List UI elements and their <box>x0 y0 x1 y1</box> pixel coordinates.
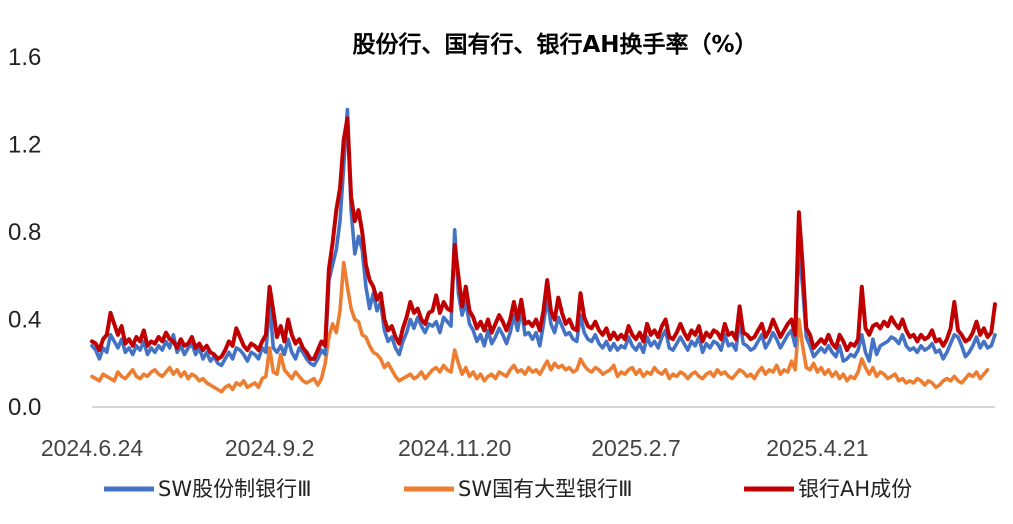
y-axis: 0.0 0.4 0.8 1.2 1.6 <box>8 44 41 421</box>
x-tick-label: 2025.2.7 <box>591 435 681 461</box>
series-line-bank-ah <box>90 116 997 361</box>
series-line-sw-state-owned-banks <box>90 260 990 394</box>
legend-label: SW国有大型银行Ⅲ <box>458 477 633 501</box>
x-tick-label: 2025.4.21 <box>766 435 868 461</box>
y-tick-label: 1.2 <box>8 132 41 159</box>
legend-label: SW股份制银行Ⅲ <box>158 477 312 501</box>
x-axis: 2024.6.24 2024.9.2 2024.11.20 2025.2.7 2025.… <box>41 406 995 461</box>
chart-title: 股份行、国有行、银行AH换手率（%） <box>352 31 757 58</box>
plot-area <box>90 107 997 394</box>
legend-label: 银行AH成份 <box>798 477 912 501</box>
y-tick-label: 0.0 <box>8 394 41 421</box>
x-tick-label: 2024.6.24 <box>41 435 144 461</box>
y-tick-label: 0.4 <box>8 307 41 334</box>
y-tick-label: 1.6 <box>8 44 41 71</box>
y-tick-label: 0.8 <box>8 219 41 246</box>
x-tick-label: 2024.11.20 <box>398 435 511 461</box>
legend: SW股份制银行Ⅲ SW国有大型银行Ⅲ 银行AH成份 <box>104 477 912 501</box>
x-tick-label: 2024.9.2 <box>225 435 315 461</box>
series-line-sw-joint-stock-banks <box>90 107 997 368</box>
